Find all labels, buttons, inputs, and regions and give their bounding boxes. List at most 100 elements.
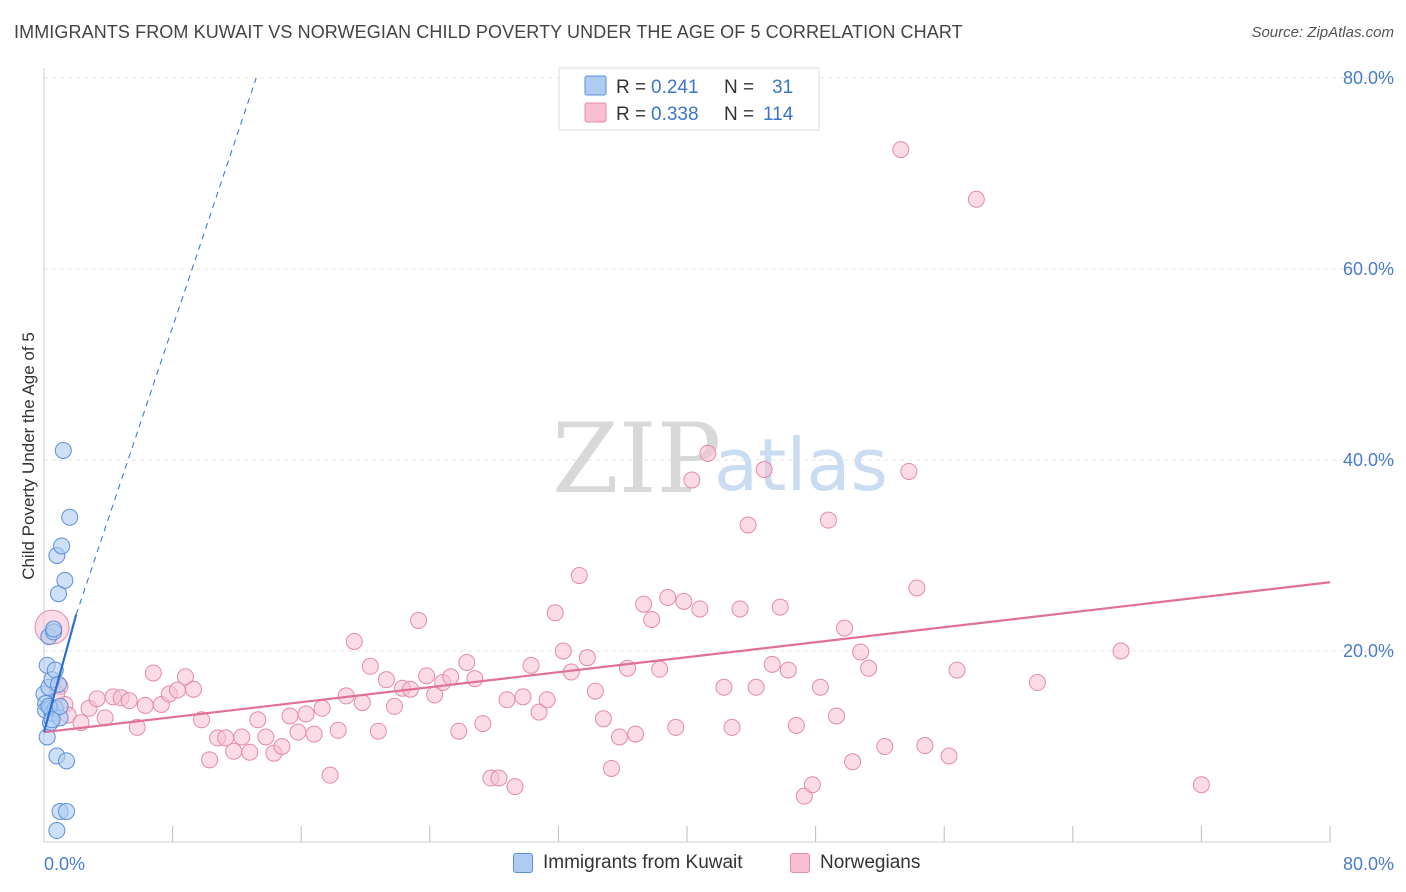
kuwait-point-27 xyxy=(48,822,66,840)
legend-n-value-kuwait: 31 xyxy=(772,77,793,98)
y-axis-label: Child Poverty Under the Age of 5 xyxy=(19,332,38,580)
norwegians-point-46 xyxy=(410,611,428,629)
norwegians-point-20 xyxy=(201,751,219,769)
chart-source: Source: ZipAtlas.com xyxy=(1251,24,1394,41)
norwegians-point-81 xyxy=(691,600,709,618)
norwegians-point-60 xyxy=(522,656,540,674)
bottom-legend-swatch-norwegians xyxy=(790,853,810,873)
kuwait-point-22 xyxy=(54,441,72,459)
norwegians-point-90 xyxy=(771,598,789,616)
kuwait-point-21 xyxy=(53,537,71,555)
legend-r-label-kuwait: R = xyxy=(616,77,646,98)
legend-n-label-norwegians: N = xyxy=(724,104,754,125)
norwegians-point-10 xyxy=(120,692,138,710)
legend-n-label-kuwait: N = xyxy=(724,77,754,98)
norwegians-point-12 xyxy=(136,696,154,714)
norwegians-point-92 xyxy=(787,716,805,734)
norwegians-point-58 xyxy=(506,778,524,796)
norwegians-point-51 xyxy=(450,722,468,740)
norwegians-point-53 xyxy=(466,670,484,688)
norwegians-point-102 xyxy=(876,738,894,755)
norwegians-point-34 xyxy=(313,699,331,717)
watermark-zip: ZIP xyxy=(552,403,721,515)
norwegians-point-38 xyxy=(345,632,363,650)
norwegians-point-54 xyxy=(474,715,492,733)
kuwait-trend-extension xyxy=(75,77,257,615)
norwegians-point-52 xyxy=(458,653,476,671)
norwegians-point-32 xyxy=(297,705,315,723)
norwegians-point-70 xyxy=(602,759,620,777)
bottom-legend-norwegians: Norwegians xyxy=(790,852,920,874)
norwegians-point-105 xyxy=(908,579,926,597)
legend-n-value-norwegians: 114 xyxy=(763,104,794,125)
norwegians-point-71 xyxy=(610,728,628,746)
norwegians-point-30 xyxy=(281,707,299,725)
norwegians-point-24 xyxy=(233,728,251,746)
norwegians-point-82 xyxy=(699,444,717,462)
legend-r-label-norwegians: R = xyxy=(616,104,646,125)
norwegians-point-110 xyxy=(1028,674,1046,692)
norwegians-point-100 xyxy=(852,643,870,661)
bottom-legend-label-kuwait: Immigrants from Kuwait xyxy=(543,852,743,873)
norwegians-point-59 xyxy=(514,688,532,706)
norwegians-point-56 xyxy=(490,769,508,787)
norwegians-point-80 xyxy=(683,471,701,489)
norwegians-point-42 xyxy=(377,671,395,689)
kuwait-trend-line xyxy=(42,614,78,733)
norwegians-point-78 xyxy=(667,718,685,736)
chart-title: IMMIGRANTS FROM KUWAIT VS NORWEGIAN CHIL… xyxy=(14,22,963,42)
norwegians-point-68 xyxy=(586,682,604,700)
norwegians-point-50 xyxy=(442,668,460,686)
legend-swatch-kuwait xyxy=(584,75,607,96)
bottom-legend-kuwait: Immigrants from Kuwait xyxy=(513,852,743,874)
norwegians-point-88 xyxy=(755,461,773,479)
norwegians-point-61 xyxy=(530,703,548,721)
norwegians-trend-line xyxy=(43,581,1331,734)
watermark: ZIP atlas xyxy=(552,403,888,515)
legend: R = 0.241 N = 31 R = 0.338 N = 114 xyxy=(558,67,820,131)
norwegians-point-77 xyxy=(659,589,677,607)
x-tick-label-max: 80.0% xyxy=(1343,854,1394,874)
norwegians-point-109 xyxy=(967,190,985,208)
y-tick-label-0: 20.0% xyxy=(1343,641,1394,661)
norwegians-point-85 xyxy=(731,600,749,618)
norwegians-point-31 xyxy=(289,723,307,741)
kuwait-point-30 xyxy=(51,697,69,715)
norwegians-point-96 xyxy=(819,511,837,529)
kuwait-point-23 xyxy=(56,571,74,589)
norwegians-point-67 xyxy=(578,649,596,667)
norwegians-point-57 xyxy=(498,691,516,709)
norwegians-point-18 xyxy=(184,680,202,698)
kuwait-point-24 xyxy=(58,752,76,770)
y-tick-labels: 20.0% 40.0% 60.0% 80.0% xyxy=(1343,68,1394,661)
norwegians-point-84 xyxy=(723,718,741,736)
norwegians-point-106 xyxy=(916,737,934,755)
y-tick-label-1: 40.0% xyxy=(1343,450,1394,470)
norwegians-point-112 xyxy=(1192,776,1210,794)
y-tick-label-3: 80.0% xyxy=(1343,68,1394,88)
norwegians-point-6 xyxy=(88,690,106,708)
norwegians-point-35 xyxy=(321,766,339,784)
kuwait-point-25 xyxy=(58,802,76,820)
y-tick-label-2: 60.0% xyxy=(1343,259,1394,279)
norwegians-point-86 xyxy=(739,516,757,534)
norwegians-point-66 xyxy=(570,567,588,585)
norwegians-point-11 xyxy=(128,718,146,736)
kuwait-point-26 xyxy=(61,508,79,526)
norwegians-point-74 xyxy=(635,595,653,613)
norwegians-point-13 xyxy=(144,664,162,682)
legend-r-value-kuwait: 0.241 xyxy=(651,77,699,98)
norwegians-point-69 xyxy=(594,710,612,728)
norwegians-point-62 xyxy=(538,691,556,709)
legend-r-value-norwegians: 0.338 xyxy=(651,104,699,125)
norwegians-point-97 xyxy=(827,707,845,725)
norwegians-point-94 xyxy=(803,776,821,794)
norwegians-point-95 xyxy=(811,678,829,696)
norwegians-point-25 xyxy=(241,743,259,761)
norwegians-point-104 xyxy=(900,462,918,480)
norwegians-point-76 xyxy=(651,660,669,678)
norwegians-point-79 xyxy=(675,592,693,610)
norwegians-point-101 xyxy=(860,659,878,677)
norwegians-point-89 xyxy=(763,655,781,673)
norwegians-point-36 xyxy=(329,721,347,739)
